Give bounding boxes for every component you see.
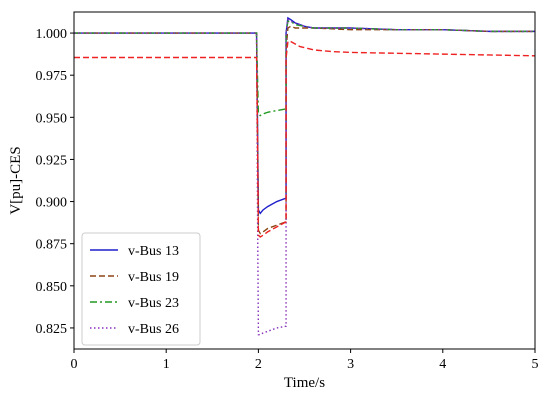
x-tick-label: 0: [71, 357, 78, 372]
x-axis-label: Time/s: [284, 375, 325, 391]
x-tick-label: 5: [532, 357, 539, 372]
legend-label: v-Bus 19: [128, 270, 179, 285]
y-tick-label: 0.975: [36, 69, 68, 84]
plot-lines: [74, 16, 536, 336]
legend: v-Bus 13 v-Bus 19 v-Bus 23 v-Bus 26: [81, 232, 201, 346]
x-tick-label: 3: [347, 357, 354, 372]
legend-box: [81, 232, 201, 346]
y-tick-label: 0.825: [36, 322, 68, 337]
series-line-v-bus-26: [74, 18, 535, 336]
x-axis-ticks: 0 1 2 3 4 5: [71, 349, 539, 372]
series-line-v-bus-13: [74, 16, 535, 215]
y-tick-label: 0.925: [36, 153, 68, 168]
x-tick-label: 4: [439, 357, 446, 372]
y-tick-label: 1.000: [36, 27, 68, 42]
legend-label: v-Bus 26: [128, 322, 179, 337]
y-tick-label: 0.900: [36, 196, 68, 211]
series-line-unnamed-4: [74, 40, 536, 238]
y-tick-label: 0.875: [36, 238, 68, 253]
legend-label: v-Bus 23: [128, 296, 179, 311]
y-axis-ticks: 0.825 0.850 0.875 0.900 0.925 0.950 0.975 1.000: [36, 27, 74, 337]
series-line-v-bus-19: [74, 25, 535, 235]
x-tick-label: 1: [163, 357, 170, 372]
series-line-v-bus-23: [74, 20, 535, 117]
y-axis-label: V[pu]-CES: [8, 146, 24, 214]
legend-label: v-Bus 13: [128, 244, 179, 259]
x-tick-label: 2: [255, 357, 262, 372]
y-tick-label: 0.850: [36, 280, 68, 295]
y-tick-label: 0.950: [36, 111, 68, 126]
plot-frame: [73, 11, 536, 350]
